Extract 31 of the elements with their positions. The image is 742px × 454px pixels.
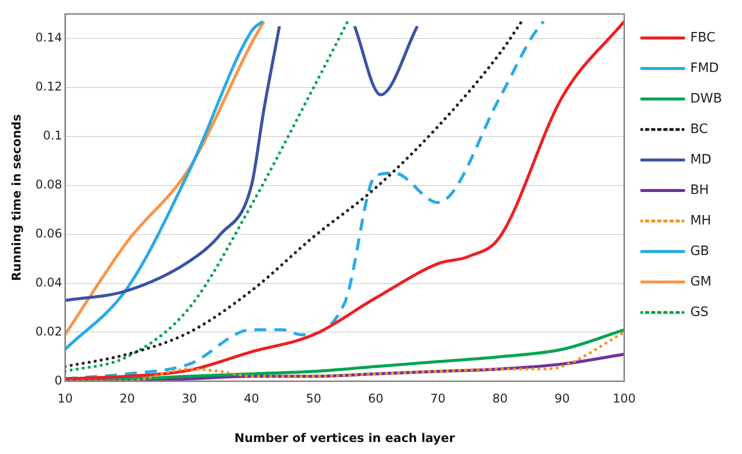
y-tick-label: 0.02: [35, 324, 62, 338]
x-tick-label: 50: [306, 392, 322, 406]
y-tick-label: 0.14: [35, 30, 62, 45]
x-axis-title: Number of vertices in each layer: [234, 430, 455, 445]
line-series: [65, 20, 350, 373]
y-tick-label: 0.06: [35, 226, 62, 240]
legend-label: DWB: [690, 91, 722, 106]
x-tick-label: 70: [430, 392, 446, 406]
legend-label: BH: [690, 182, 709, 198]
x-tick-label: 20: [120, 392, 135, 406]
x-tick-label: 100: [612, 392, 636, 406]
y-tick-label: 0.12: [35, 80, 62, 94]
x-tick-label: 80: [492, 392, 508, 406]
y-tick-label: 0: [54, 373, 62, 388]
y-tick-label: 0.08: [35, 177, 62, 192]
legend-label: BC: [690, 122, 708, 137]
legend-label: MH: [690, 213, 712, 228]
y-tick-label: 0.04: [35, 275, 62, 290]
legend-label: GB: [690, 244, 710, 259]
x-tick-label: 30: [182, 392, 198, 406]
legend-label: GS: [690, 304, 709, 320]
y-axis-title: Running time in seconds: [9, 114, 24, 281]
legend-label: FMD: [690, 60, 719, 76]
legend-label: FBC: [690, 30, 716, 46]
x-tick-label: 10: [57, 392, 73, 406]
x-tick-label: 60: [368, 392, 384, 406]
legend-label: MD: [690, 152, 712, 168]
legend-label: GM: [690, 274, 712, 290]
y-tick-label: 0.1: [43, 128, 62, 143]
x-tick-label: 40: [244, 392, 260, 406]
x-tick-label: 90: [554, 392, 570, 406]
